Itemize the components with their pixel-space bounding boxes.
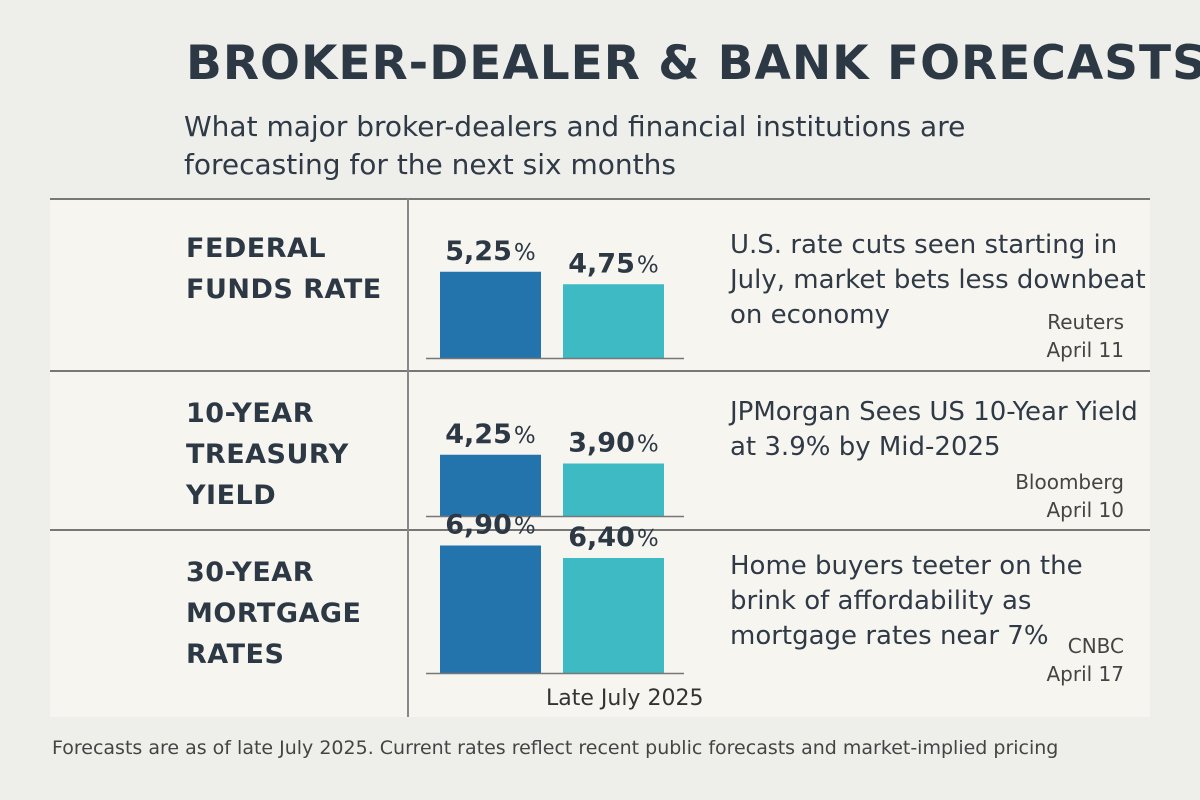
bar-value-label: 6,40% xyxy=(568,522,658,553)
current-bar xyxy=(440,454,541,516)
row-label-line: 30-YEAR xyxy=(186,557,314,588)
page-title: BROKER-DEALER & BANK FORECASTS xyxy=(186,36,1200,91)
headline-10yr-treasury: JPMorgan Sees US 10-Year Yield at 3.9% b… xyxy=(730,397,1138,462)
forecast-bar xyxy=(563,558,664,673)
source-federal-funds: Reuters April 11 xyxy=(924,308,1124,364)
row-divider-2 xyxy=(50,529,1150,531)
row-divider-1 xyxy=(50,370,1150,372)
row-label-line: 10-YEAR xyxy=(186,398,314,429)
bar-value-label: 4,25% xyxy=(445,419,535,450)
forecast-bar xyxy=(563,463,664,516)
forecast-bar xyxy=(563,284,664,358)
bar-value-label: 3,90% xyxy=(568,428,658,459)
column-divider xyxy=(407,199,409,717)
row-label-line: TREASURY xyxy=(186,439,349,470)
headline-30yr-mortgage: Home buyers teeter on the brink of affor… xyxy=(730,551,1083,651)
source-date: April 11 xyxy=(1046,338,1124,362)
source-10yr-treasury: Bloomberg April 10 xyxy=(924,468,1124,524)
source-name: CNBC xyxy=(1067,634,1124,658)
page-subtitle: What major broker-dealers and financial … xyxy=(184,110,966,181)
row-label-federal-funds: FEDERAL FUNDS RATE xyxy=(186,228,382,310)
current-bar xyxy=(440,545,541,673)
source-date: April 10 xyxy=(1046,498,1124,522)
row-label-10yr-treasury: 10-YEAR TREASURY YIELD xyxy=(186,393,349,516)
row-label-line: FEDERAL xyxy=(186,233,327,264)
bar-value-label: 5,25% xyxy=(445,236,535,267)
source-date: April 17 xyxy=(1046,662,1124,686)
row-label-30yr-mortgage: 30-YEAR MORTGAGE RATES xyxy=(186,552,361,675)
chart-axis-label: Late July 2025 xyxy=(546,686,704,711)
bar-value-label: 6,90% xyxy=(445,510,535,541)
source-name: Bloomberg xyxy=(1015,470,1124,494)
current-bar xyxy=(440,271,541,358)
headline-federal-funds: U.S. rate cuts seen starting in July, ma… xyxy=(730,230,1146,330)
row-label-line: RATES xyxy=(186,639,285,670)
bar-value-label: 4,75% xyxy=(568,248,658,279)
row-label-line: MORTGAGE xyxy=(186,598,362,629)
row-label-line: YIELD xyxy=(186,480,277,511)
table-top-divider xyxy=(50,198,1150,200)
footnote: Forecasts are as of late July 2025. Curr… xyxy=(52,737,1059,759)
source-30yr-mortgage: CNBC April 17 xyxy=(924,632,1124,688)
source-name: Reuters xyxy=(1047,310,1124,334)
row-label-line: FUNDS RATE xyxy=(186,274,382,305)
